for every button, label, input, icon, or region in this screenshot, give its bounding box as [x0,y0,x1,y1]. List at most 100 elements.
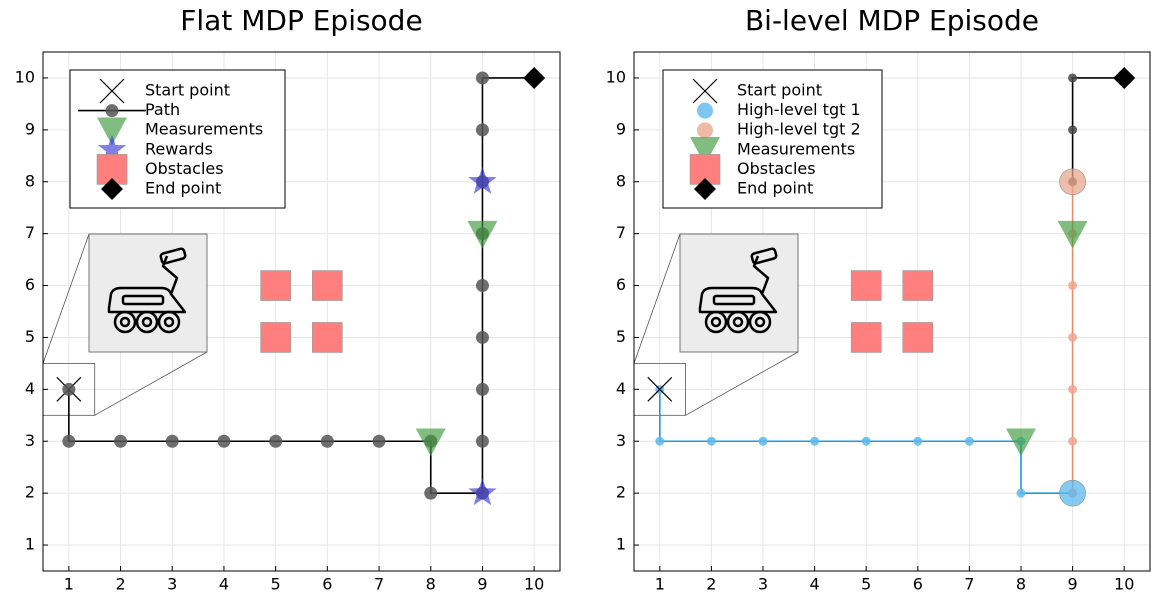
y-tick-label: 7 [25,223,35,242]
plot-frame [42,51,561,572]
path-point [706,436,716,446]
rover-arm [161,255,179,295]
obstacle-marker [850,270,882,301]
target-point [1059,479,1086,507]
measurement-marker [467,220,498,249]
obstacle-marker [850,322,882,353]
y-tick-label: 6 [616,275,626,294]
x-tick-label: 5 [861,575,871,594]
y-tick-label: 2 [25,483,35,502]
x-tick-label: 5 [271,575,281,594]
rover-hub [754,316,766,328]
y-tick-label: 1 [25,535,35,554]
rover-icon [698,247,778,334]
path-point [114,434,128,448]
end-marker [523,66,546,89]
y-tick-label: 1 [616,535,626,554]
measurement-marker [1057,220,1088,249]
legend: Start pointPathMeasurementsRewardsObstac… [69,69,286,209]
y-tick-label: 3 [616,431,626,450]
rover-wheel [726,310,750,334]
rover-wheel [748,310,772,334]
obstacle-marker [260,270,291,301]
rover-hub [119,316,131,328]
path-point [1068,73,1078,83]
chart-title: Bi-level MDP Episode [745,4,1039,37]
obstacle-marker [260,322,291,353]
x-tick-label: 3 [167,575,177,594]
path-point [475,279,489,293]
path-point [1068,332,1078,342]
zoom-connector [685,351,799,416]
path-point [964,436,974,446]
path-point [217,434,231,448]
y-tick-label: 6 [25,275,35,294]
obstacle-marker [902,270,934,301]
legend-label: Start point [737,81,822,100]
y-tick-label: 10 [15,67,35,86]
inset [42,233,208,416]
path-line [68,77,535,494]
legend-label: Rewards [145,139,213,158]
path-point [475,434,489,448]
measurement-marker [690,137,720,165]
x-tick-label: 9 [477,575,487,594]
x-tick-label: 3 [758,575,768,594]
y-tick-label: 8 [616,171,626,190]
path-point [269,434,283,448]
rover-hub [141,316,153,328]
x-tick-label: 8 [1016,575,1026,594]
x-tick-label: 1 [64,575,74,594]
y-tick-label: 8 [25,171,35,190]
plot-frame [633,51,1151,572]
legend-marker [697,122,713,139]
legend-label: High-level tgt 2 [737,120,861,139]
x-tick-label: 2 [115,575,125,594]
path-point [1068,384,1078,394]
path-point [372,434,386,448]
y-tick-label: 3 [25,431,35,450]
path-point [913,436,923,446]
path-point [475,71,489,85]
rover-panel [121,294,165,306]
legend-label: High-level tgt 1 [737,100,861,119]
path-point [424,486,438,500]
reward-marker [468,478,497,506]
legend-label: End point [737,179,813,198]
rover-camera [159,247,187,265]
y-tick-label: 4 [616,379,626,398]
path-point [475,382,489,396]
rover-arm [752,255,770,295]
legend-label: End point [145,179,221,198]
x-tick-label: 10 [524,575,544,594]
path-point [165,434,179,448]
target-point [1059,168,1086,196]
rover-wheel [704,310,728,334]
y-tick-label: 7 [616,223,626,242]
path-point [105,104,119,118]
path-line [1071,77,1125,182]
x-tick-label: 10 [1114,575,1134,594]
chart-title: Flat MDP Episode [180,4,422,37]
legend-label: Path [145,100,180,119]
obstacle-marker [312,270,343,301]
start-marker [647,376,673,402]
x-tick-label: 6 [913,575,923,594]
legend-label: Start point [145,81,230,100]
path-point [810,436,820,446]
zoom-connector [42,233,90,364]
x-tick-label: 7 [964,575,974,594]
reward-marker [468,166,497,194]
x-tick-label: 6 [322,575,332,594]
path-point [1016,488,1026,498]
measurement-marker [415,428,446,457]
y-tick-label: 2 [616,483,626,502]
legend-marker [697,102,713,119]
rover-hub [163,316,175,328]
x-tick-label: 4 [810,575,820,594]
path-point [1068,281,1078,291]
start-marker [692,78,718,104]
x-tick-label: 8 [426,575,436,594]
rover-wheel [113,310,137,334]
